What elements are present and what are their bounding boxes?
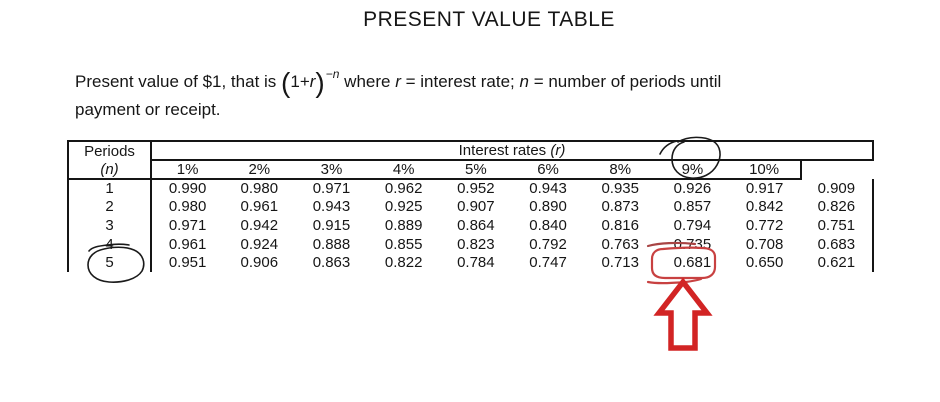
- formula-open-paren: (: [281, 67, 291, 98]
- value-cell: 0.971: [312, 180, 351, 198]
- value-cell: 0.952: [457, 180, 495, 198]
- box-0681-annotation-retrace: [646, 277, 703, 285]
- rate-header-10pct: 10%: [728, 160, 802, 180]
- description-line2: payment or receipt.: [75, 100, 221, 119]
- value-cell: 0.792: [529, 235, 567, 253]
- value-cell: 0.962: [384, 180, 423, 198]
- value-cell: 0.943: [312, 198, 351, 216]
- value-cell: 0.772: [745, 216, 784, 234]
- periods-header: Periods: [67, 141, 152, 160]
- value-cell: 0.826: [800, 197, 875, 217]
- value-cell: 0.907: [457, 198, 495, 216]
- value-cell: 0.924: [240, 235, 279, 253]
- value-cell: 0.784: [457, 254, 495, 272]
- period-cell: 3: [67, 216, 152, 235]
- value-cell: 0.909: [800, 179, 875, 198]
- table-row: 1 0.990 0.980 0.971 0.962 0.952 0.943 0.…: [67, 179, 875, 198]
- value-cell: 0.855: [384, 235, 423, 253]
- rate-header-1pct: 1%: [151, 160, 224, 180]
- formula-close-paren: ): [315, 67, 325, 98]
- period-cell: 2: [67, 197, 152, 217]
- interest-rates-label: Interest rates: [458, 142, 547, 159]
- value-cell: 0.751: [800, 216, 875, 235]
- value-cell: 0.935: [601, 180, 639, 198]
- period-cell-struck: 4: [67, 234, 152, 254]
- value-cell: 0.708: [745, 235, 784, 253]
- value-cell: 0.888: [312, 235, 351, 253]
- value-cell: 0.842: [745, 198, 784, 216]
- value-cell: 0.621: [800, 253, 875, 272]
- value-cell: 0.794: [673, 216, 712, 234]
- rate-header-2pct: 2%: [223, 160, 296, 180]
- formula-r-symbol: r: [309, 72, 316, 91]
- value-cell: 0.763: [601, 235, 639, 253]
- description-n-symbol: n: [519, 72, 529, 91]
- value-cell-struck: 0.735: [673, 235, 712, 253]
- page-title: PRESENT VALUE TABLE: [363, 8, 615, 31]
- present-value-table: Periods Interest rates (r) (n) 1% 2% 3% …: [67, 140, 875, 272]
- value-cell: 0.864: [457, 216, 495, 234]
- value-cell: 0.650: [745, 254, 784, 272]
- value-cell: 0.857: [673, 198, 712, 216]
- description-where: where: [344, 72, 391, 91]
- value-cell: 0.889: [384, 216, 423, 234]
- interest-rates-symbol: (r): [550, 142, 566, 159]
- rate-header-6pct: 6%: [511, 160, 585, 180]
- rate-header-8pct-circled: 8%: [584, 160, 657, 180]
- value-cell: 0.840: [529, 216, 567, 234]
- description-intro: Present value of $1, that is: [75, 72, 277, 91]
- value-cell: 0.961: [168, 235, 207, 253]
- value-cell: 0.942: [240, 216, 279, 234]
- pv-formula: (1+r)−n: [281, 68, 339, 97]
- period-cell: 1: [67, 179, 152, 198]
- interest-rates-span-header: Interest rates (r): [151, 141, 874, 161]
- value-cell: 0.822: [384, 254, 423, 272]
- value-cell: 0.683: [800, 234, 875, 254]
- value-cell: 0.873: [601, 198, 639, 216]
- description-r-symbol: r: [395, 72, 401, 91]
- value-cell: 0.926: [673, 180, 712, 198]
- value-cell: 0.961: [240, 198, 279, 216]
- formula-exponent: −n: [325, 67, 340, 81]
- value-cell-boxed: 0.681: [673, 254, 712, 272]
- value-cell: 0.990: [168, 180, 207, 198]
- formula-base: 1+: [290, 72, 310, 91]
- periods-n-header: (n): [67, 160, 152, 180]
- description-r-definition: = interest rate;: [405, 72, 515, 91]
- table-row: 4 0.961 0.924 0.888 0.855 0.823 0.792 0.…: [67, 234, 875, 254]
- value-cell: 0.906: [240, 254, 279, 272]
- table-row: 2 0.980 0.961 0.943 0.925 0.907 0.890 0.…: [67, 197, 875, 217]
- rate-header-3pct: 3%: [295, 160, 368, 180]
- value-cell: 0.980: [168, 198, 207, 216]
- value-cell: 0.943: [529, 180, 567, 198]
- value-cell: 0.747: [529, 254, 567, 272]
- period-cell-circled: 5: [67, 253, 152, 272]
- value-cell: 0.925: [384, 198, 423, 216]
- value-cell: 0.816: [601, 216, 639, 234]
- description-n-definition: = number of periods until: [533, 72, 722, 91]
- value-cell: 0.980: [240, 180, 279, 198]
- value-cell: 0.915: [312, 216, 351, 234]
- value-cell: 0.951: [168, 254, 207, 272]
- rate-header-5pct: 5%: [439, 160, 512, 180]
- table-row: 5 0.951 0.906 0.863 0.822 0.784 0.747 0.…: [67, 253, 875, 272]
- value-cell: 0.971: [168, 216, 207, 234]
- value-cell: 0.890: [529, 198, 567, 216]
- value-cell: 0.823: [457, 235, 495, 253]
- table-row: 3 0.971 0.942 0.915 0.889 0.864 0.840 0.…: [67, 216, 875, 235]
- up-arrow-annotation: [653, 277, 713, 351]
- value-cell: 0.863: [312, 254, 351, 272]
- value-cell: 0.713: [601, 254, 639, 272]
- rate-header-9pct: 9%: [656, 160, 729, 180]
- description-text: Present value of $1, that is (1+r)−n whe…: [75, 68, 935, 123]
- value-cell: 0.917: [745, 180, 784, 198]
- rate-header-4pct: 4%: [367, 160, 440, 180]
